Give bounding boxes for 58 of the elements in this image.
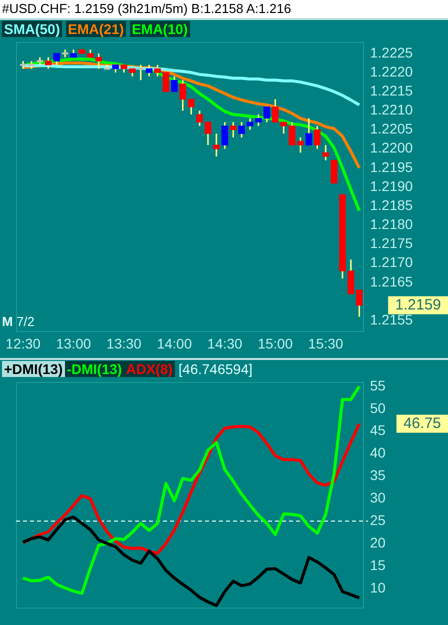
y-tick-label: 20: [370, 534, 386, 550]
y-tick-label: 55: [370, 377, 386, 394]
y-tick-label: 1.2195: [370, 158, 414, 175]
x-tick-label: 15:30: [308, 335, 344, 352]
y-tick-label: 40: [370, 444, 386, 461]
text: SMA(50): [2, 21, 62, 37]
text: EMA(10): [130, 21, 190, 37]
text: +DMI(13): [2, 361, 65, 377]
candlestick: [171, 76, 178, 92]
candlestick: [53, 52, 60, 66]
candlestick: [146, 64, 152, 78]
y-tick-label: 1.2185: [370, 196, 414, 213]
y-tick-label: 1.2215: [370, 82, 414, 98]
x-tick-label: 15:00: [258, 335, 293, 352]
y-tick-label: 1.2190: [370, 178, 414, 194]
candlestick: [356, 289, 363, 318]
text: [46.746594]: [178, 361, 252, 377]
y-tick-label: 30: [370, 490, 386, 506]
y-tick-label: 1.2200: [370, 140, 414, 156]
candlestick: [179, 79, 186, 112]
candlestick: [44, 56, 52, 70]
candlestick: [272, 98, 279, 123]
y-tick-label: 1.2175: [370, 235, 414, 252]
candlestick: [322, 144, 329, 162]
y-tick-label: 1.2205: [370, 120, 414, 137]
candlestick: [213, 132, 220, 158]
candlestick: [221, 121, 228, 150]
candlestick: [230, 121, 237, 138]
x-tick-label: 12:30: [6, 335, 41, 352]
candlestick: [188, 98, 195, 116]
y-tick-label: 10: [370, 579, 386, 596]
text: 1.2159: [395, 296, 442, 314]
y-tick-label: 1.2210: [370, 102, 414, 118]
candlestick: [330, 160, 338, 184]
x-tick-label: 13:00: [56, 335, 92, 352]
y-tick-label: 1.2180: [370, 216, 414, 232]
x-tick-label: 14:00: [156, 335, 192, 352]
text: 46.75: [403, 414, 442, 432]
annotation: M 7/2: [2, 314, 35, 329]
y-tick-label: 1.2220: [370, 63, 414, 80]
y-tick-label: 1.2170: [370, 254, 414, 270]
candlestick: [95, 52, 102, 70]
candlestick: [306, 118, 312, 146]
text: ADX(8): [124, 361, 175, 377]
y-tick-label: 15: [370, 556, 386, 573]
chart-title: #USD.CHF: 1.2159 (3h21m/5m) B:1.2158 A:1.216: [0, 0, 448, 18]
y-tick-label: 50: [370, 400, 386, 416]
y-tick-label: 25: [370, 512, 386, 528]
y-tick-label: 35: [370, 467, 386, 484]
y-tick-label: 45: [370, 422, 386, 438]
text: -DMI(13): [64, 361, 124, 377]
y-tick-label: 1.2225: [370, 44, 414, 60]
x-tick-label: 13:30: [106, 335, 142, 352]
x-tick-label: 14:30: [207, 335, 243, 352]
y-tick-label: 1.2155: [370, 311, 414, 328]
candlestick: [314, 125, 321, 150]
y-tick-label: 1.2165: [370, 273, 414, 290]
series-label: EMA(21): [66, 21, 126, 37]
